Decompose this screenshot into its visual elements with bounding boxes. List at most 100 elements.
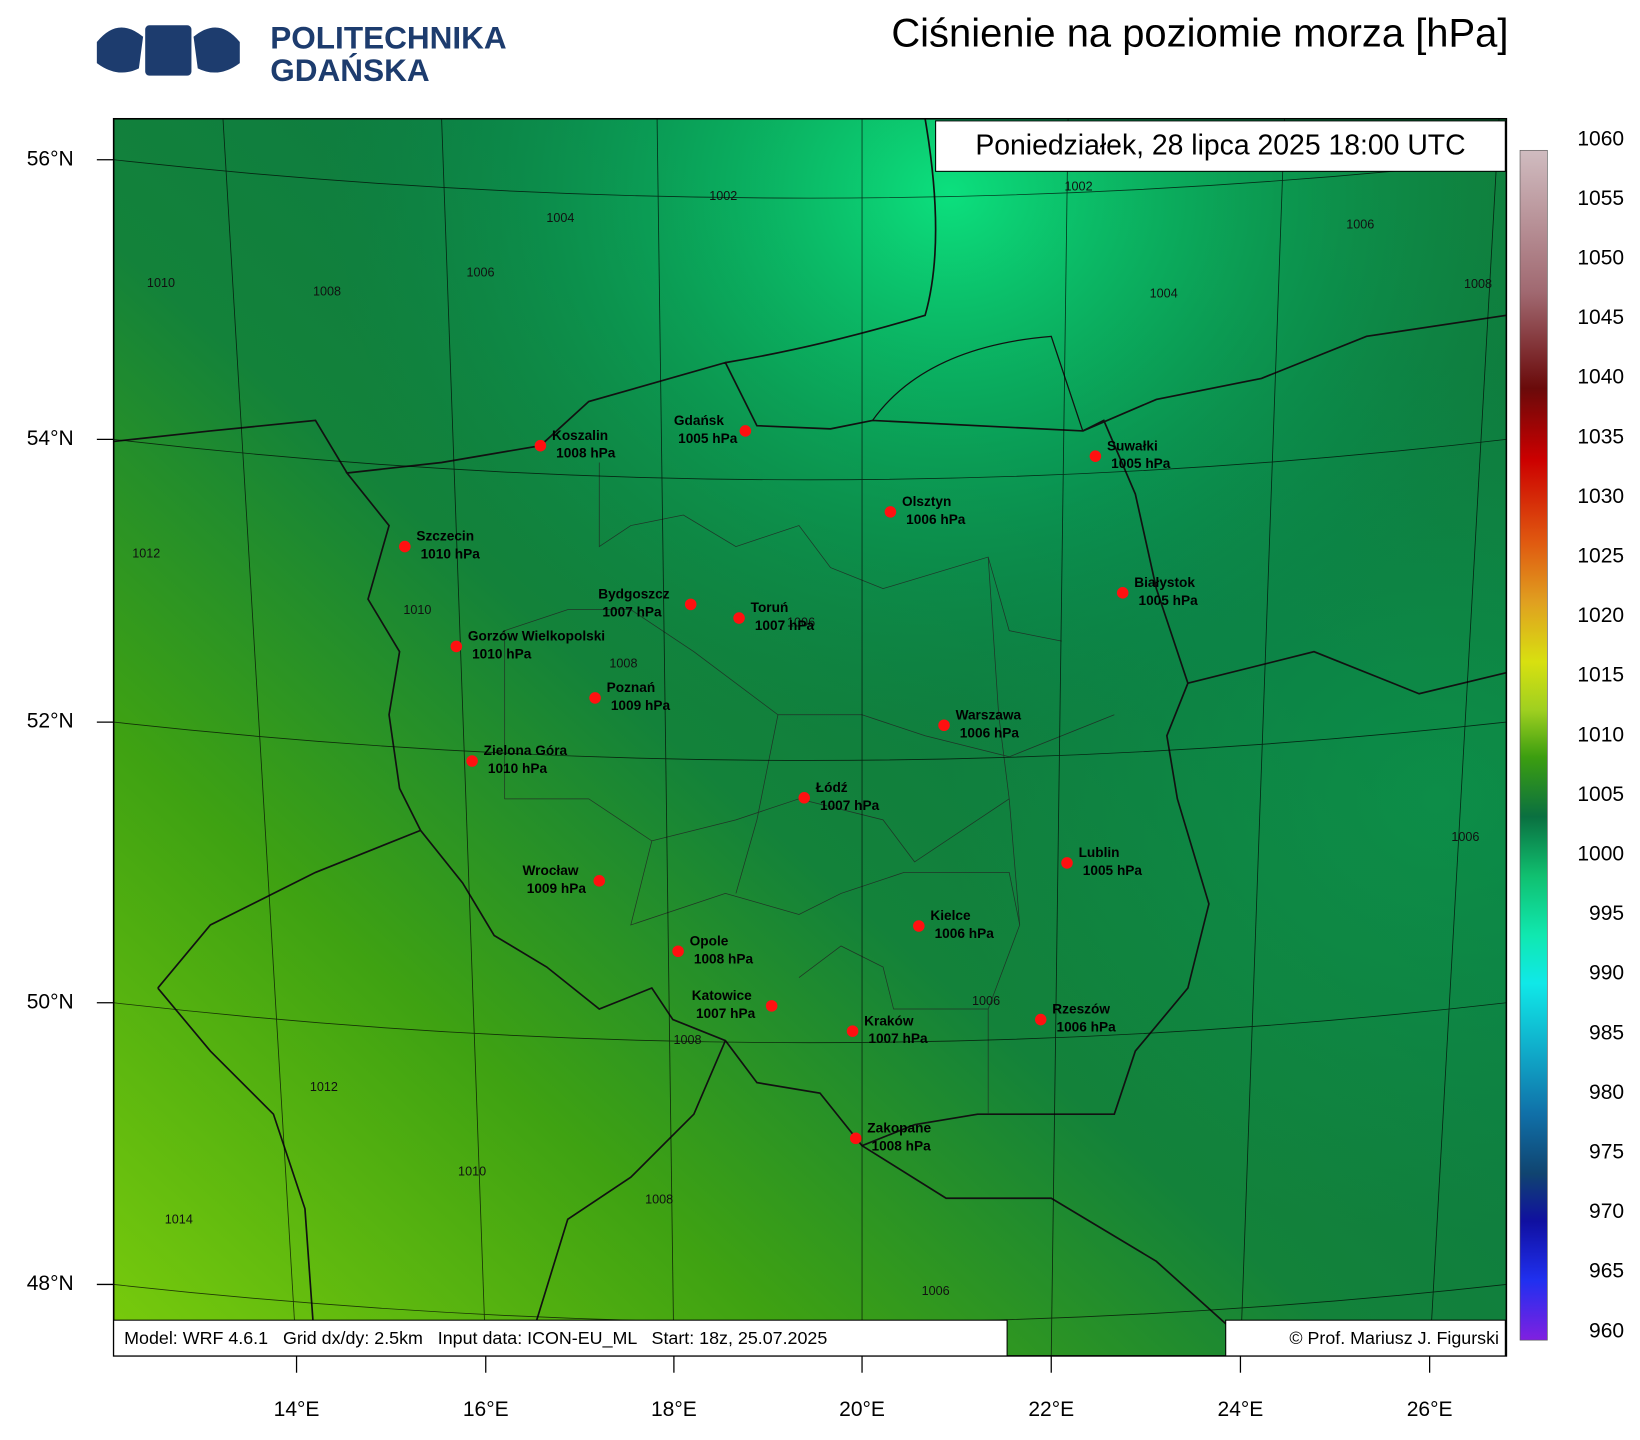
city: Gdańsk 1005 hPa xyxy=(674,413,752,446)
city-name: Olsztyn xyxy=(902,494,951,509)
city-name: Opole xyxy=(690,933,729,948)
city-name: Suwałki xyxy=(1107,438,1158,453)
contour-label: 1012 xyxy=(132,546,160,560)
city-dot xyxy=(450,640,463,653)
city-name: Kraków xyxy=(864,1013,914,1028)
lon-label: 14°E xyxy=(274,1398,320,1421)
city-pressure: 1005 hPa xyxy=(1111,456,1171,471)
city-dot xyxy=(765,1000,778,1012)
city-dot xyxy=(739,425,752,437)
city-name: Warszawa xyxy=(956,707,1022,722)
copyright: © Prof. Mariusz J. Figurski xyxy=(1289,1328,1499,1348)
city-dot xyxy=(672,945,684,958)
city: Koszalin 1008 hPa xyxy=(534,428,616,461)
contour-label: 1004 xyxy=(546,211,574,225)
colorbar-label: 1015 xyxy=(1577,664,1624,687)
city-dot xyxy=(534,439,547,452)
city-pressure: 1005 hPa xyxy=(678,431,738,446)
contour-label: 1008 xyxy=(609,657,637,671)
contour-label: 1008 xyxy=(1464,277,1492,291)
borders xyxy=(113,118,1507,1356)
contour-label: 1006 xyxy=(1346,217,1374,231)
city-name: Koszalin xyxy=(552,428,608,443)
contour-label: 1012 xyxy=(310,1080,338,1094)
city-dot xyxy=(913,920,925,932)
city-dot xyxy=(1061,857,1073,869)
contour-label: 1010 xyxy=(403,603,431,617)
city: Bydgoszcz 1007 hPa xyxy=(598,587,697,619)
city-dot xyxy=(849,1132,862,1145)
lon-label: 24°E xyxy=(1218,1398,1264,1421)
city: Rzeszów 1006 hPa xyxy=(1034,1002,1116,1035)
city-dot xyxy=(593,875,606,887)
colorbar-label: 970 xyxy=(1589,1200,1624,1223)
city-name: Gdańsk xyxy=(674,413,724,428)
colorbar-label: 1025 xyxy=(1577,545,1624,568)
city: Warszawa 1006 hPa xyxy=(938,707,1022,740)
colorbar-label: 1005 xyxy=(1577,783,1624,806)
city-name: Katowice xyxy=(692,988,752,1003)
city-name: Zakopane xyxy=(867,1120,931,1135)
city-pressure: 1007 hPa xyxy=(820,798,880,813)
city-name: Białystok xyxy=(1134,575,1195,590)
city-name: Szczecin xyxy=(416,529,474,544)
city: Kraków 1007 hPa xyxy=(846,1013,928,1046)
lat-label: 54°N xyxy=(27,427,74,450)
city: Olsztyn 1006 hPa xyxy=(884,494,966,527)
colorbar-label: 1050 xyxy=(1577,247,1624,270)
valid-time: Poniedziałek, 28 lipca 2025 18:00 UTC xyxy=(975,130,1465,162)
city-name: Zielona Góra xyxy=(484,743,568,758)
contour-label: 1014 xyxy=(165,1213,193,1227)
city-name: Poznań xyxy=(607,680,656,695)
city-pressure: 1007 hPa xyxy=(868,1031,928,1046)
contour-label: 1002 xyxy=(1065,179,1093,193)
city-pressure: 1010 hPa xyxy=(421,547,481,562)
contour-label: 1008 xyxy=(674,1033,702,1047)
lon-label: 26°E xyxy=(1407,1398,1453,1421)
city: Gorzów Wielkopolski 1010 hPa xyxy=(450,629,605,661)
city-name: Gorzów Wielkopolski xyxy=(468,629,605,644)
city-pressure: 1007 hPa xyxy=(696,1006,756,1021)
contour-label: 1006 xyxy=(972,994,1000,1008)
run-info: Model: WRF 4.6.1 Grid dx/dy: 2.5km Input… xyxy=(124,1328,827,1349)
copyright-box xyxy=(1225,1319,1506,1357)
lon-label: 20°E xyxy=(839,1398,885,1421)
contour-label: 1002 xyxy=(709,189,737,203)
logo-line-2: GDAŃSKA xyxy=(270,52,429,88)
lat-label: 52°N xyxy=(27,710,74,733)
contour-label: 1006 xyxy=(922,1284,950,1298)
regions xyxy=(504,462,1115,1115)
contour-label: 1006 xyxy=(466,266,494,280)
colorbar-label: 1000 xyxy=(1577,843,1624,866)
city-pressure: 1010 hPa xyxy=(488,761,548,776)
city-name: Lublin xyxy=(1079,845,1120,860)
city: Lublin 1005 hPa xyxy=(1061,845,1142,878)
colorbar-label: 1040 xyxy=(1577,366,1624,389)
city-pressure: 1006 hPa xyxy=(935,926,995,941)
title: Ciśnienie na poziomie morza [hPa] xyxy=(891,11,1508,55)
city-pressure: 1009 hPa xyxy=(611,698,671,713)
lon-label: 16°E xyxy=(463,1398,509,1421)
city-dot xyxy=(798,792,811,804)
colorbar-label: 1030 xyxy=(1577,485,1624,508)
city: Zielona Góra 1010 hPa xyxy=(466,743,568,776)
city-name: Toruń xyxy=(751,600,789,615)
city-pressure: 1005 hPa xyxy=(1138,593,1198,608)
graticule xyxy=(113,118,1507,1356)
contour-label: 1006 xyxy=(787,616,815,630)
lat-label: 56°N xyxy=(27,147,74,170)
colorbar-label: 1045 xyxy=(1577,306,1624,329)
map-labels: 1002 1002 1004 1004 1006 1006 1008 1008 1010 1012… xyxy=(132,179,1492,1298)
city-dot xyxy=(684,598,697,611)
colorbar-label: 965 xyxy=(1589,1260,1624,1283)
city-pressure: 1007 hPa xyxy=(602,604,662,619)
city-pressure: 1008 hPa xyxy=(694,951,754,966)
city: Białystok 1005 hPa xyxy=(1116,575,1198,608)
city-dot xyxy=(733,612,745,624)
colorbar-ticks: 1060 1055 1050 1045 1040 1035 1030 1025 1020 1015… xyxy=(1577,127,1624,1342)
colorbar-label: 975 xyxy=(1589,1140,1624,1163)
city-pressure: 1006 hPa xyxy=(906,512,966,527)
city-dot xyxy=(1116,587,1129,599)
